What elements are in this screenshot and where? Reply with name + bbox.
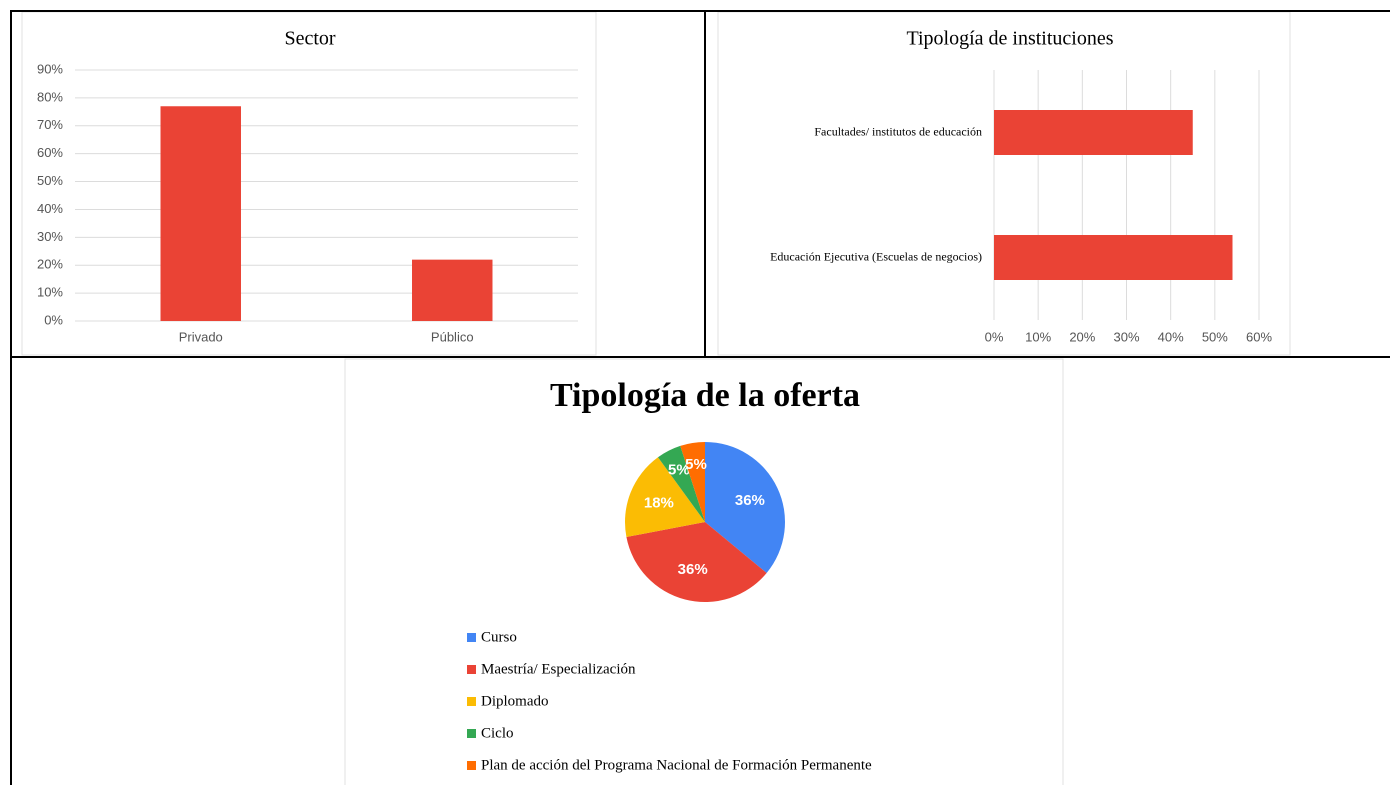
panel <box>717 11 1291 356</box>
legend-swatch <box>467 633 476 642</box>
data-label: 36% <box>678 561 708 578</box>
y-tick-label: 40% <box>37 201 63 216</box>
pie-slice <box>705 442 785 573</box>
legend-label: Maestría/ Especialización <box>481 661 636 677</box>
chart-title: Sector <box>284 28 335 50</box>
x-tick-label: 40% <box>1158 329 1184 344</box>
bar <box>160 106 241 321</box>
x-tick-label: 50% <box>1202 329 1228 344</box>
legend-swatch <box>467 697 476 706</box>
y-tick-label: 0% <box>44 312 63 327</box>
y-tick-label: Facultades/ institutos de educación <box>814 124 982 138</box>
legend-label: Diplomado <box>481 693 549 709</box>
x-tick-label: 20% <box>1069 329 1095 344</box>
pie-slice <box>626 522 767 602</box>
chart-title: Tipología de instituciones <box>906 28 1113 50</box>
y-tick-label: 20% <box>37 257 63 272</box>
pie-slice <box>657 445 705 522</box>
x-tick-label: 0% <box>985 329 1004 344</box>
y-tick-label: 80% <box>37 89 63 104</box>
pie-slice <box>680 442 705 522</box>
legend-label: Plan de acción del Programa Nacional de … <box>481 757 872 773</box>
legend-label: Ciclo <box>481 725 514 741</box>
x-tick-label: 60% <box>1246 329 1272 344</box>
data-label: 5% <box>685 456 707 473</box>
bar <box>412 259 493 321</box>
y-tick-label: 60% <box>37 145 63 160</box>
bar <box>994 110 1193 155</box>
x-tick-label: Privado <box>179 329 223 344</box>
data-label: 5% <box>668 462 690 479</box>
legend-swatch <box>467 761 476 770</box>
y-tick-label: 30% <box>37 229 63 244</box>
x-tick-label: Público <box>431 329 474 344</box>
legend-swatch <box>467 729 476 738</box>
y-tick-label: Educación Ejecutiva (Escuelas de negocio… <box>770 249 982 263</box>
panel <box>21 11 597 356</box>
data-label: 36% <box>735 492 765 509</box>
x-tick-label: 10% <box>1025 329 1051 344</box>
pie-slice <box>625 457 705 537</box>
x-tick-label: 30% <box>1113 329 1139 344</box>
data-label: 18% <box>644 495 674 512</box>
bar <box>994 235 1233 280</box>
y-tick-label: 90% <box>37 61 63 76</box>
legend-swatch <box>467 665 476 674</box>
y-tick-label: 10% <box>37 285 63 300</box>
y-tick-label: 50% <box>37 173 63 188</box>
y-tick-label: 70% <box>37 117 63 132</box>
legend-label: Curso <box>481 629 517 645</box>
chart-title: Tipología de la oferta <box>550 377 860 414</box>
